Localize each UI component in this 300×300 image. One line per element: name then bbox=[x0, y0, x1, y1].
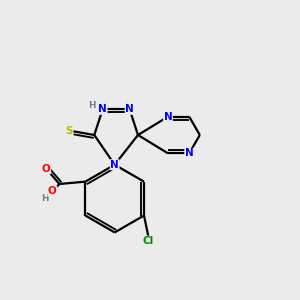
Text: N: N bbox=[125, 104, 134, 114]
Text: O: O bbox=[48, 186, 57, 196]
Text: O: O bbox=[42, 164, 51, 174]
Text: H: H bbox=[88, 101, 96, 110]
Text: N: N bbox=[185, 148, 194, 158]
Text: Cl: Cl bbox=[143, 236, 154, 246]
Text: N: N bbox=[164, 112, 172, 122]
Text: N: N bbox=[98, 104, 107, 114]
Text: N: N bbox=[110, 160, 119, 170]
Text: S: S bbox=[65, 126, 73, 136]
Text: H: H bbox=[41, 194, 49, 203]
